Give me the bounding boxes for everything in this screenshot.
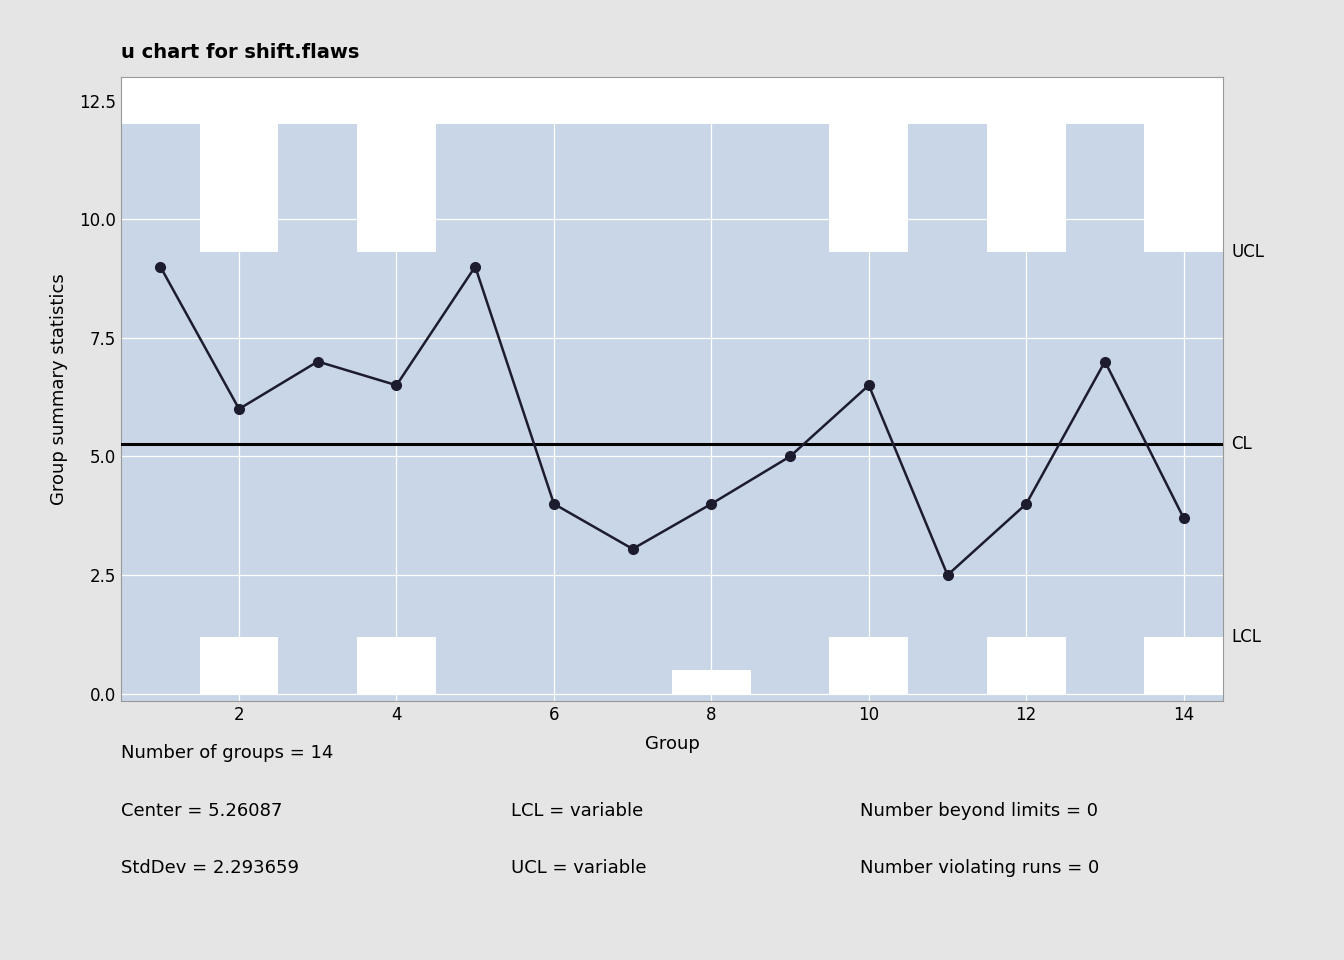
Bar: [829, 77, 909, 252]
Bar: [435, 77, 515, 124]
Text: Number of groups = 14: Number of groups = 14: [121, 744, 333, 762]
Text: CL: CL: [1231, 435, 1253, 453]
Text: LCL = variable: LCL = variable: [511, 802, 642, 820]
Bar: [593, 77, 672, 124]
Bar: [1144, 636, 1223, 694]
Bar: [515, 77, 593, 124]
Bar: [200, 77, 278, 252]
Text: UCL = variable: UCL = variable: [511, 859, 646, 877]
Bar: [986, 636, 1066, 694]
Text: LCL: LCL: [1231, 628, 1262, 646]
Bar: [278, 77, 358, 124]
Bar: [909, 77, 986, 124]
Text: Number beyond limits = 0: Number beyond limits = 0: [860, 802, 1098, 820]
Bar: [986, 77, 1066, 252]
Bar: [672, 670, 751, 694]
Bar: [200, 636, 278, 694]
Bar: [121, 77, 200, 124]
Bar: [358, 636, 435, 694]
X-axis label: Group: Group: [645, 734, 699, 753]
Bar: [751, 77, 829, 124]
Text: UCL: UCL: [1231, 244, 1265, 261]
Text: Number violating runs = 0: Number violating runs = 0: [860, 859, 1099, 877]
Y-axis label: Group summary statistics: Group summary statistics: [50, 273, 69, 505]
Bar: [1066, 77, 1144, 124]
Bar: [1144, 77, 1223, 252]
Bar: [672, 77, 751, 124]
Bar: [358, 77, 435, 252]
Text: Center = 5.26087: Center = 5.26087: [121, 802, 282, 820]
Text: StdDev = 2.293659: StdDev = 2.293659: [121, 859, 298, 877]
Text: u chart for shift.flaws: u chart for shift.flaws: [121, 43, 359, 62]
Bar: [829, 636, 909, 694]
